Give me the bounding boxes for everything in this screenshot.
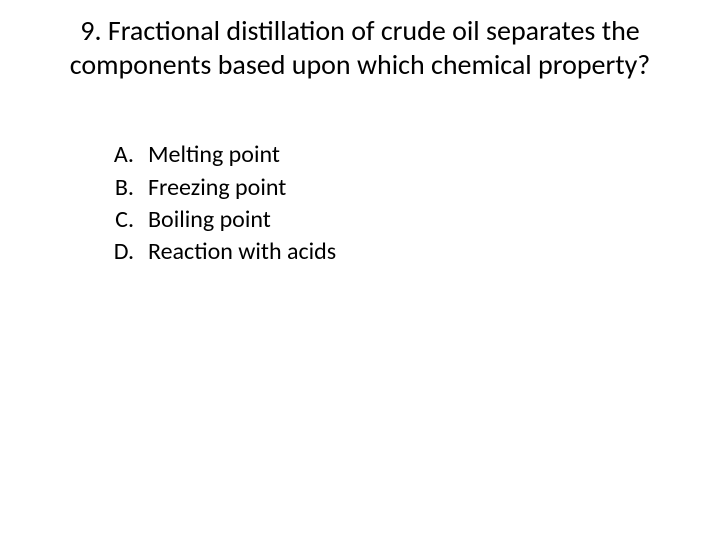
option-letter: B. — [100, 172, 148, 204]
option-row: A. Melting point — [100, 139, 720, 171]
options-list: A. Melting point B. Freezing point C. Bo… — [100, 139, 720, 269]
option-letter: A. — [100, 139, 148, 171]
option-letter: D. — [100, 236, 148, 268]
option-text: Melting point — [148, 139, 280, 171]
option-row: D. Reaction with acids — [100, 236, 720, 268]
option-text: Freezing point — [148, 172, 286, 204]
slide-container: 9. Fractional distillation of crude oil … — [0, 0, 720, 540]
option-text: Boiling point — [148, 204, 271, 236]
option-row: C. Boiling point — [100, 204, 720, 236]
option-row: B. Freezing point — [100, 172, 720, 204]
option-letter: C. — [100, 204, 148, 236]
question-title: 9. Fractional distillation of crude oil … — [40, 14, 680, 81]
option-text: Reaction with acids — [148, 236, 336, 268]
